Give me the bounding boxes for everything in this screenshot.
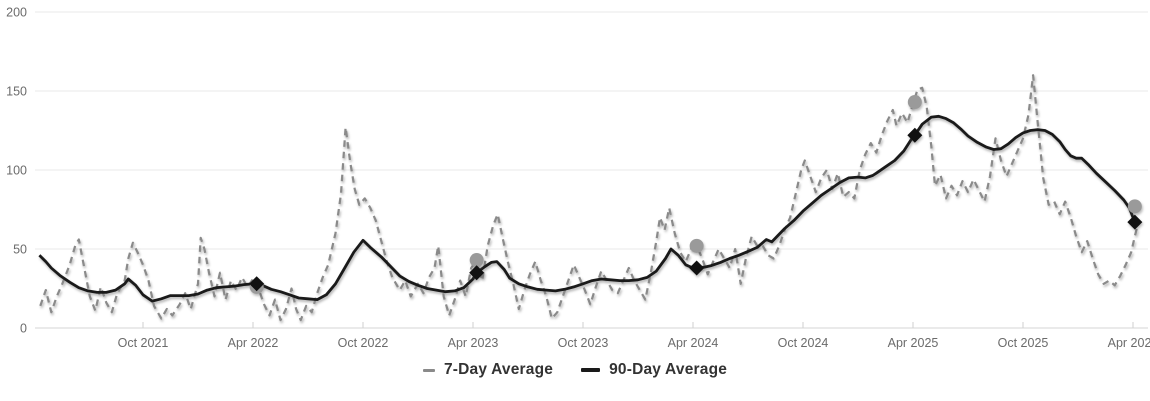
x-tick-label: Oct 2025 bbox=[998, 336, 1049, 350]
series-markers bbox=[249, 95, 1143, 294]
annual-point-diamond-marker[interactable] bbox=[249, 276, 265, 292]
x-tick-label: Apr 2022 bbox=[228, 336, 279, 350]
y-tick-label: 100 bbox=[6, 164, 27, 178]
x-tick-label: Apr 2025 bbox=[888, 336, 939, 350]
x-tick-label: Oct 2021 bbox=[118, 336, 169, 350]
x-tick-label: Oct 2023 bbox=[558, 336, 609, 350]
ninety-day-line bbox=[38, 114, 1137, 303]
legend-label: 90-Day Average bbox=[609, 361, 728, 378]
series-lines bbox=[38, 74, 1139, 322]
x-tick-label: Apr 2024 bbox=[668, 336, 719, 350]
x-tick-label: Apr 2023 bbox=[448, 336, 499, 350]
annual-point-circle-marker[interactable] bbox=[1127, 199, 1142, 214]
x-tick-label: Oct 2024 bbox=[778, 336, 829, 350]
y-tick-label: 200 bbox=[6, 6, 27, 20]
x-axis-ticks: Oct 2021 Apr 2022 Oct 2022 Apr 2023 Oct 2023… bbox=[118, 322, 1150, 350]
annual-point-diamond-marker[interactable] bbox=[469, 265, 485, 281]
annual-point-diamond-marker[interactable] bbox=[907, 127, 923, 143]
chart-legend: 7-Day Average 90-Day Average bbox=[0, 361, 1150, 379]
legend-item-7-day-average[interactable]: 7-Day Average bbox=[422, 361, 554, 379]
legend-label: 7-Day Average bbox=[443, 361, 554, 378]
y-tick-label: 150 bbox=[6, 85, 27, 99]
legend-item-90-day-average[interactable]: 90-Day Average bbox=[581, 361, 727, 379]
gridlines bbox=[35, 11, 1148, 329]
seven-day-dash-swatch bbox=[422, 368, 435, 372]
annual-point-circle-marker[interactable] bbox=[907, 95, 922, 110]
annual-point-circle-marker[interactable] bbox=[689, 238, 704, 253]
annual-point-diamond-marker[interactable] bbox=[689, 260, 705, 276]
y-axis-labels: 0 50 100 150 200 bbox=[6, 6, 27, 336]
annual-point-circle-marker[interactable] bbox=[469, 253, 484, 268]
seven-day-line bbox=[39, 74, 1139, 322]
annual-point-diamond-marker[interactable] bbox=[1127, 214, 1143, 230]
y-tick-label: 0 bbox=[20, 322, 27, 336]
ninety-day-dash-swatch bbox=[581, 368, 601, 372]
x-tick-label: Oct 2022 bbox=[338, 336, 389, 350]
x-tick-label: Apr 2026 bbox=[1108, 336, 1150, 350]
y-tick-label: 50 bbox=[13, 243, 27, 257]
